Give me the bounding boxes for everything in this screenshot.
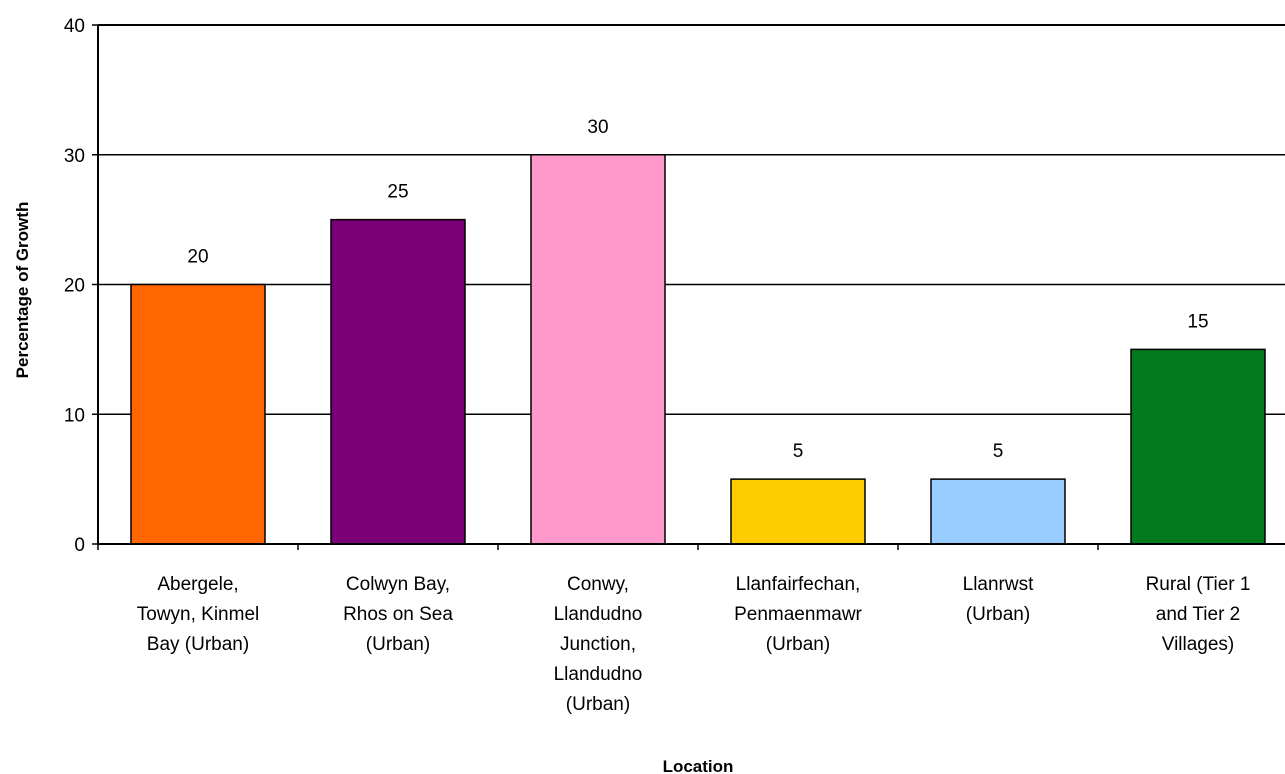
x-tick-label: Conwy, Llandudno Junction, Llandudno (Urban) [554,574,643,715]
bar [130,283,266,545]
x-tick-label: Llanfairfechan, Penmaenmawr (Urban) [734,574,862,655]
data-label: 5 [793,441,804,462]
y-tick-label: 10 [64,405,85,426]
data-label: 30 [587,117,608,138]
axes [92,24,1285,550]
bar [930,478,1066,545]
data-label: 15 [1187,311,1208,332]
bars [130,154,1266,545]
y-tick-label: 0 [74,535,85,556]
data-label: 20 [187,247,208,268]
y-tick-label: 40 [64,16,85,37]
x-axis-title: Location [663,757,734,774]
x-tick-label: Rural (Tier 1 and Tier 2 Villages) [1146,574,1251,655]
bar [1130,348,1266,545]
x-tick-label: Llanrwst (Urban) [963,574,1034,625]
bar [330,218,466,545]
labels: 0 10 20 30 40 20 Abergele, Towyn, Kinmel Bay (Ur… [64,16,1251,715]
x-tick-label: Colwyn Bay, Rhos on Sea (Urban) [343,574,453,655]
x-tick-label: Abergele, Towyn, Kinmel Bay (Urban) [137,574,260,655]
y-tick-label: 20 [64,276,85,297]
gridlines [98,24,1285,415]
data-label: 5 [993,441,1004,462]
y-axis-title: Percentage of Growth [13,202,32,379]
y-tick-label: 30 [64,146,85,167]
bar [730,478,866,545]
data-label: 25 [387,182,408,203]
bar [530,154,666,545]
